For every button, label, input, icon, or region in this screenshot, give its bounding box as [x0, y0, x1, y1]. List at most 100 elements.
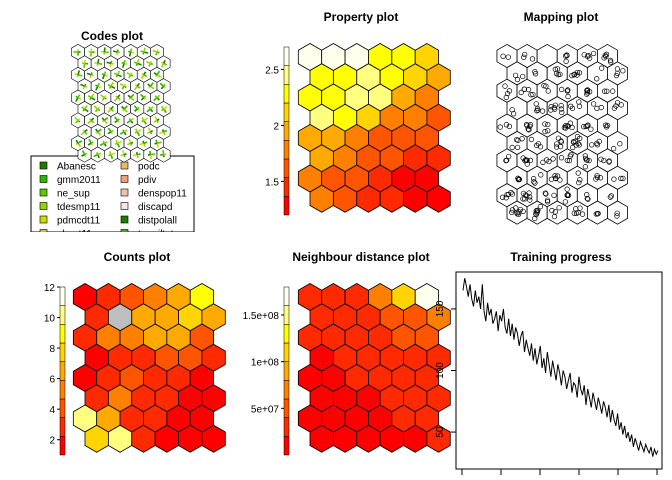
codes-segment	[114, 142, 118, 145]
codes-segment	[141, 72, 145, 76]
neighbour-colorbar-segment	[283, 305, 290, 325]
codes-segment	[114, 116, 119, 121]
mapping-point	[542, 121, 548, 127]
mapping-point	[556, 205, 562, 211]
counts-colorbar-label: 8	[49, 344, 55, 355]
mapping-point	[569, 124, 575, 131]
codes-segment	[97, 152, 102, 156]
codes-segment	[156, 141, 162, 144]
mapping-point	[550, 156, 556, 162]
codes-segment	[83, 63, 86, 68]
codes-segment	[142, 51, 145, 55]
mapping-point	[544, 197, 551, 203]
codes-segment	[113, 72, 118, 76]
codes-segment	[123, 59, 126, 64]
codes-segment	[121, 108, 125, 112]
codes-segment	[154, 74, 158, 78]
mapping-point	[503, 94, 509, 101]
mapping-point	[514, 76, 521, 83]
neighbour-colorbar-segment	[283, 380, 290, 400]
mapping-point	[548, 107, 554, 113]
mapping-point	[546, 158, 552, 165]
mapping-point	[601, 157, 607, 164]
neighbour-colorbar-label: 5e+07	[251, 404, 280, 415]
mapping-point	[607, 194, 613, 200]
codes-segment	[161, 129, 165, 133]
mapping-point	[576, 179, 582, 186]
codes-segment	[143, 47, 146, 53]
mapping-point	[586, 55, 593, 61]
mapping-point	[549, 207, 555, 214]
mapping-point	[514, 211, 520, 217]
mapping-point	[527, 123, 533, 129]
codes-segment	[129, 48, 133, 53]
codes-segment	[134, 128, 138, 133]
neighbour-colorbar-segment	[283, 286, 290, 306]
codes-segment	[114, 119, 118, 124]
mapping-point	[509, 207, 516, 213]
codes-segment	[103, 71, 107, 76]
mapping-point	[512, 72, 519, 79]
mapping-point	[522, 51, 528, 58]
mapping-point	[594, 76, 600, 82]
codes-segment	[107, 131, 112, 135]
codes-segment	[80, 131, 86, 136]
codes-segment	[160, 61, 164, 65]
codes-segment	[135, 151, 139, 155]
mapping-point	[610, 145, 617, 152]
mapping-point	[523, 192, 530, 199]
codes-segment	[149, 60, 153, 64]
codes-plot	[71, 44, 171, 163]
legend-label: denspop11	[138, 189, 187, 200]
codes-segment	[159, 131, 164, 135]
codes-segment	[84, 152, 88, 156]
codes-segment	[77, 140, 83, 144]
codes-segment	[136, 82, 140, 87]
mapping-point	[614, 213, 620, 219]
codes-segment	[154, 95, 158, 99]
mapping-point	[574, 69, 580, 76]
codes-segment	[75, 95, 79, 99]
mapping-point	[530, 91, 536, 98]
neighbour-colorbar-segment	[283, 436, 290, 456]
codes-segment	[115, 74, 119, 78]
property-colorbar-segment	[283, 102, 290, 122]
codes-segment	[156, 49, 159, 53]
counts-hex-cell	[201, 424, 226, 453]
codes-segment	[121, 63, 125, 68]
codes-plot-title: Codes plot	[81, 29, 143, 43]
codes-segment	[143, 71, 147, 76]
mapping-point	[576, 142, 582, 148]
codes-segment	[99, 142, 105, 146]
codes-segment	[84, 129, 88, 133]
mapping-point	[579, 211, 586, 217]
property-colorbar-segment	[283, 121, 290, 141]
training-series-line	[462, 278, 659, 457]
mapping-point	[551, 192, 557, 199]
codes-segment	[94, 108, 99, 113]
mapping-point	[564, 52, 570, 58]
mapping-point	[606, 158, 612, 164]
mapping-point	[575, 140, 581, 147]
codes-segment	[134, 84, 138, 87]
codes-segment	[82, 108, 86, 112]
mapping-point	[508, 189, 514, 196]
mapping-point	[535, 107, 541, 113]
mapping-point	[520, 208, 526, 215]
codes-segment	[100, 94, 105, 99]
mapping-point	[526, 127, 532, 133]
codes-segment	[75, 119, 79, 124]
codes-segment	[77, 118, 81, 121]
mapping-point	[528, 136, 535, 143]
codes-segment	[95, 84, 99, 87]
mapping-point	[520, 196, 526, 202]
legend-label: gmm2011	[57, 175, 101, 186]
codes-segment	[75, 97, 79, 102]
codes-segment	[117, 118, 120, 122]
codes-segment	[156, 70, 161, 76]
mapping-point	[525, 87, 532, 93]
legend-swatch	[120, 202, 129, 210]
mapping-point	[598, 156, 604, 162]
mapping-point	[520, 73, 526, 80]
mapping-point	[603, 53, 609, 60]
